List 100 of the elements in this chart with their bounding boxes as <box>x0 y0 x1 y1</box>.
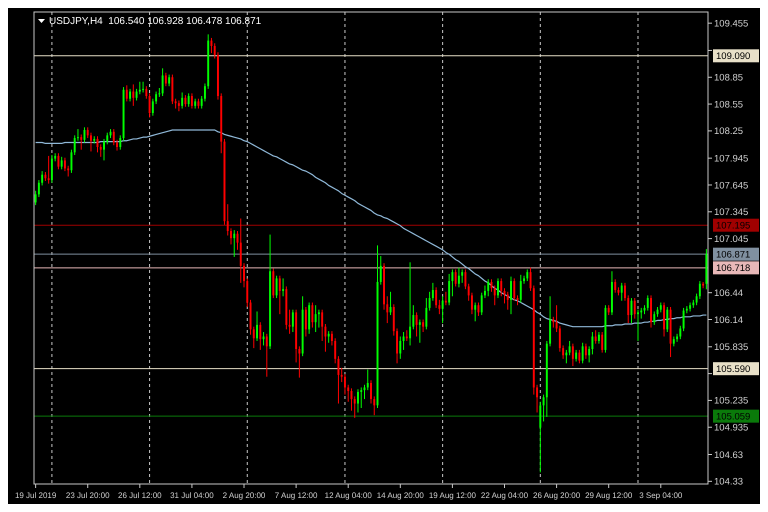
candlestick <box>337 356 340 404</box>
candlestick <box>164 72 167 87</box>
candlestick <box>530 267 532 292</box>
x-tick-label: 14 Aug 20:00 <box>376 491 424 500</box>
chart-title: USDJPY,H4 106.540 106.928 106.478 106.871 <box>49 16 262 27</box>
candlestick <box>448 273 450 306</box>
candlestick <box>614 278 616 294</box>
candlestick <box>162 68 164 97</box>
candlestick <box>188 92 190 108</box>
candlestick <box>556 304 558 333</box>
candlestick <box>660 302 662 313</box>
candlestick <box>444 291 447 306</box>
x-tick-label: 22 Aug 04:00 <box>480 491 529 500</box>
candlestick <box>80 134 82 150</box>
candlestick <box>259 322 262 350</box>
candlestick <box>103 138 105 161</box>
candlestick <box>698 280 701 300</box>
candlestick <box>321 309 324 342</box>
candlestick <box>34 190 37 206</box>
candlestick <box>298 346 300 378</box>
candlestick <box>197 98 200 110</box>
candlestick <box>90 132 92 152</box>
candlestick <box>470 292 473 315</box>
y-tick-label: 109.455 <box>714 18 748 30</box>
candlestick <box>461 268 464 284</box>
candlestick <box>136 88 138 101</box>
candlestick <box>520 274 522 304</box>
candlestick <box>487 278 490 297</box>
candlestick <box>584 343 587 360</box>
candlestick <box>194 98 196 110</box>
candlestick <box>572 343 574 366</box>
candlestick <box>76 128 79 142</box>
candlestick <box>386 296 388 324</box>
candlestick <box>601 332 604 354</box>
y-tick-label: 106.44 <box>714 288 744 300</box>
candlestick <box>416 312 418 337</box>
candlestick <box>480 292 483 316</box>
ref-line-label: 106.871 <box>716 249 750 260</box>
candlestick <box>126 84 128 102</box>
candlestick <box>454 268 457 287</box>
ref-line-label: 105.059 <box>716 411 750 422</box>
candlestick <box>418 319 421 344</box>
x-tick-label: 23 Jul 20:00 <box>66 491 110 500</box>
candlestick <box>256 310 258 342</box>
candlestick <box>266 333 268 378</box>
candlestick <box>438 299 440 315</box>
candlestick <box>292 309 294 333</box>
candlestick <box>200 96 203 110</box>
x-tick-label: 19 Jul 2019 <box>14 491 57 500</box>
candlestick <box>608 304 610 316</box>
candlestick <box>422 319 424 333</box>
candlestick <box>578 349 580 364</box>
candlestick <box>412 304 414 330</box>
x-tick-label: 31 Jul 04:00 <box>170 491 214 500</box>
candlestick <box>168 74 170 87</box>
y-tick-label: 108.25 <box>714 126 744 138</box>
candlestick <box>591 332 594 355</box>
ref-line-label: 109.090 <box>716 51 750 62</box>
candlestick <box>435 286 438 308</box>
candlestick <box>276 275 278 299</box>
y-tick-label: 105.235 <box>714 396 748 407</box>
y-tick-label: 107.345 <box>714 207 748 218</box>
candlestick <box>328 330 330 344</box>
candlestick <box>142 81 144 93</box>
y-tick-label: 108.55 <box>714 99 744 110</box>
candlestick <box>311 302 314 328</box>
candlestick <box>96 136 98 153</box>
ref-line-label: 107.195 <box>716 220 750 232</box>
candlestick <box>357 388 359 413</box>
candlestick <box>184 94 186 108</box>
x-tick-label: 29 Aug 12:00 <box>585 491 633 500</box>
candlestick <box>390 291 392 316</box>
candlestick <box>432 282 434 302</box>
candlestick <box>510 276 512 315</box>
candlestick <box>278 275 281 315</box>
candlestick <box>696 293 698 306</box>
x-tick-label: 26 Jul 12:00 <box>118 491 162 500</box>
x-tick-label: 3 Sep 04:00 <box>639 491 683 500</box>
y-tick-label: 108.85 <box>714 72 744 84</box>
candlestick <box>497 278 499 299</box>
candlestick <box>406 330 408 342</box>
candlestick <box>282 278 284 297</box>
candlestick <box>630 298 632 324</box>
ref-line-label: 106.718 <box>716 263 750 274</box>
candlestick <box>262 332 265 346</box>
candlestick <box>672 336 675 347</box>
candlestick <box>252 326 255 349</box>
x-tick-label: 12 Aug 04:00 <box>324 491 372 500</box>
x-tick-label: 2 Aug 20:00 <box>222 491 266 500</box>
candlestick <box>178 100 180 112</box>
candlestick <box>582 342 584 364</box>
candlestick <box>230 228 232 245</box>
candlestick <box>129 88 132 102</box>
y-tick-label: 104.33 <box>714 476 744 488</box>
candlestick <box>594 330 597 344</box>
x-tick-label: 26 Aug 20:00 <box>533 491 581 500</box>
candlestick <box>666 306 668 333</box>
candlestick <box>598 332 600 344</box>
candlestick <box>588 346 590 363</box>
candlestick <box>132 84 134 106</box>
